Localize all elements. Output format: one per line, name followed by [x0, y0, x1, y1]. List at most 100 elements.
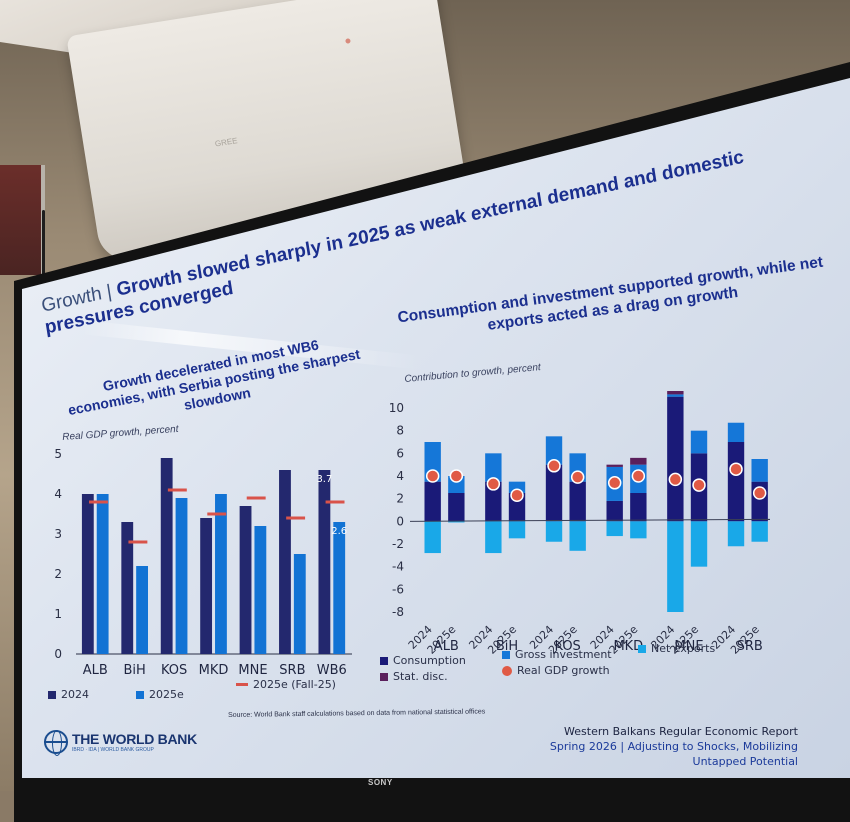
legend-label: Real GDP growth — [517, 664, 610, 677]
bar-segment-net-exports — [606, 521, 623, 537]
bar-2024 — [279, 470, 291, 654]
right-chart-legend: Consumption Gross investment Stat. disc. Ne… — [380, 640, 800, 683]
legend-item: Gross investment — [502, 648, 612, 661]
bar-segment-net-exports — [569, 521, 586, 551]
gdp-growth-chart: 0 1 2 3 4 5 ALB BiH KOS MKD MNE SRB WB6 3.7 2.6 — [54, 447, 352, 678]
gdp-growth-dot — [547, 459, 561, 473]
legend-label: 2025e — [149, 688, 184, 701]
legend-item: 2024 — [48, 688, 89, 701]
bar-segment-net-exports — [448, 521, 465, 523]
y-tick-label: 1 — [54, 607, 62, 621]
x-category-label: ALB — [83, 663, 108, 678]
bar-2025e — [175, 498, 188, 654]
bar-segment-consumption — [485, 481, 502, 522]
y-tick-label: 0 — [396, 514, 404, 528]
bar-segment-consumption — [667, 396, 684, 522]
x-category-label: MNE — [238, 663, 267, 678]
legend-swatch — [638, 644, 646, 653]
y-tick-label: 2 — [396, 492, 404, 506]
bar-segment-gross-investment — [751, 459, 768, 482]
bar-2025e — [215, 494, 227, 654]
bar-data-label: 3.7 — [316, 474, 332, 485]
bar-segment-net-exports — [545, 521, 563, 542]
y-tick-label: -4 — [392, 560, 404, 574]
bar-segment-stat-disc- — [606, 464, 623, 467]
y-tick-label: 3 — [54, 527, 62, 541]
x-group-label: MNE — [674, 639, 703, 654]
bar-segment-stat-disc- — [630, 457, 647, 465]
logo-name: THE WORLD BANK — [72, 731, 197, 747]
title-separator: | — [105, 281, 114, 303]
bar-segment-net-exports — [751, 521, 768, 542]
bar-segment-net-exports — [485, 521, 502, 554]
bar-segment-gross-investment — [667, 394, 684, 397]
x-category-label: KOS — [161, 663, 187, 678]
legend-swatch — [380, 672, 388, 681]
y-tick-label: -8 — [392, 605, 404, 619]
bar-segment-consumption — [545, 464, 563, 522]
y-tick-label: 8 — [396, 424, 404, 438]
bar-segment-gross-investment — [727, 422, 745, 442]
x-group-label: ALB — [434, 639, 459, 654]
legend-label: Gross investment — [515, 648, 612, 661]
bar-segment-gross-investment — [690, 430, 708, 454]
x-group-label: SRB — [737, 639, 763, 654]
y-tick-label: 10 — [389, 401, 404, 415]
bar-2024 — [239, 506, 252, 654]
bar-segment-gross-investment — [508, 481, 526, 493]
bar-segment-consumption — [630, 493, 647, 522]
gdp-growth-dot — [570, 470, 585, 484]
gdp-growth-dot — [425, 469, 440, 483]
y-tick-label: 0 — [54, 647, 62, 661]
gdp-growth-dot — [607, 476, 622, 490]
gdp-growth-dot — [692, 478, 706, 492]
x-category-label: BiH — [124, 663, 146, 678]
bar-2024 — [200, 518, 213, 654]
bar-segment-stat-disc- — [667, 391, 684, 395]
legend-label: Net exports — [651, 642, 716, 655]
bar-segment-consumption — [727, 442, 745, 522]
gdp-growth-dot — [752, 486, 767, 500]
globe-icon — [44, 730, 68, 756]
bar-segment-net-exports — [424, 521, 441, 554]
legend-item: 2025e — [136, 688, 184, 701]
bar-2025e — [96, 494, 109, 654]
legend-label: 2024 — [61, 688, 89, 701]
legend-swatch — [502, 665, 512, 676]
legend-swatch — [48, 690, 56, 699]
bar-2024 — [81, 494, 94, 654]
x-category-label: MKD — [199, 663, 229, 678]
tv-brand-label: SONY — [368, 778, 393, 787]
legend-label: Stat. disc. — [393, 670, 448, 683]
y-tick-label: 4 — [396, 469, 404, 483]
report-line-2: Spring 2026 | Adjusting to Shocks, Mobil… — [549, 740, 798, 753]
bar-2024 — [121, 522, 134, 654]
bar-segment-net-exports — [630, 521, 647, 539]
world-bank-logo: THE WORLD BANK IBRD · IDA | WORLD BANK G… — [44, 730, 197, 756]
bar-2025e — [293, 554, 306, 654]
bar-segment-consumption — [448, 493, 465, 522]
legend-swatch — [380, 656, 388, 665]
report-line-1: Western Balkans Regular Economic Report — [564, 725, 798, 738]
bar-2025e — [333, 522, 346, 654]
bar-segment-consumption — [424, 481, 441, 522]
bar-segment-net-exports — [667, 521, 684, 612]
y-tick-label: 4 — [54, 487, 62, 501]
bar-data-label: 2.6 — [331, 526, 347, 537]
legend-item: 2025e (Fall-25) — [236, 678, 336, 691]
legend-swatch — [236, 683, 248, 686]
x-group-label: KOS — [555, 639, 581, 654]
bar-segment-net-exports — [727, 521, 745, 547]
y-tick-label: 5 — [54, 447, 62, 461]
report-line-3: Untapped Potential — [692, 755, 798, 768]
legend-label: Consumption — [393, 654, 466, 667]
x-group-label: MKD — [613, 639, 643, 654]
bar-segment-gross-investment — [485, 453, 502, 482]
gdp-growth-dot — [510, 488, 524, 503]
gdp-growth-dot — [631, 469, 646, 483]
y-tick-label: -6 — [392, 582, 404, 596]
bar-segment-consumption — [569, 481, 586, 522]
ac-brand-label: GREE — [214, 136, 239, 149]
legend-swatch — [136, 690, 144, 699]
